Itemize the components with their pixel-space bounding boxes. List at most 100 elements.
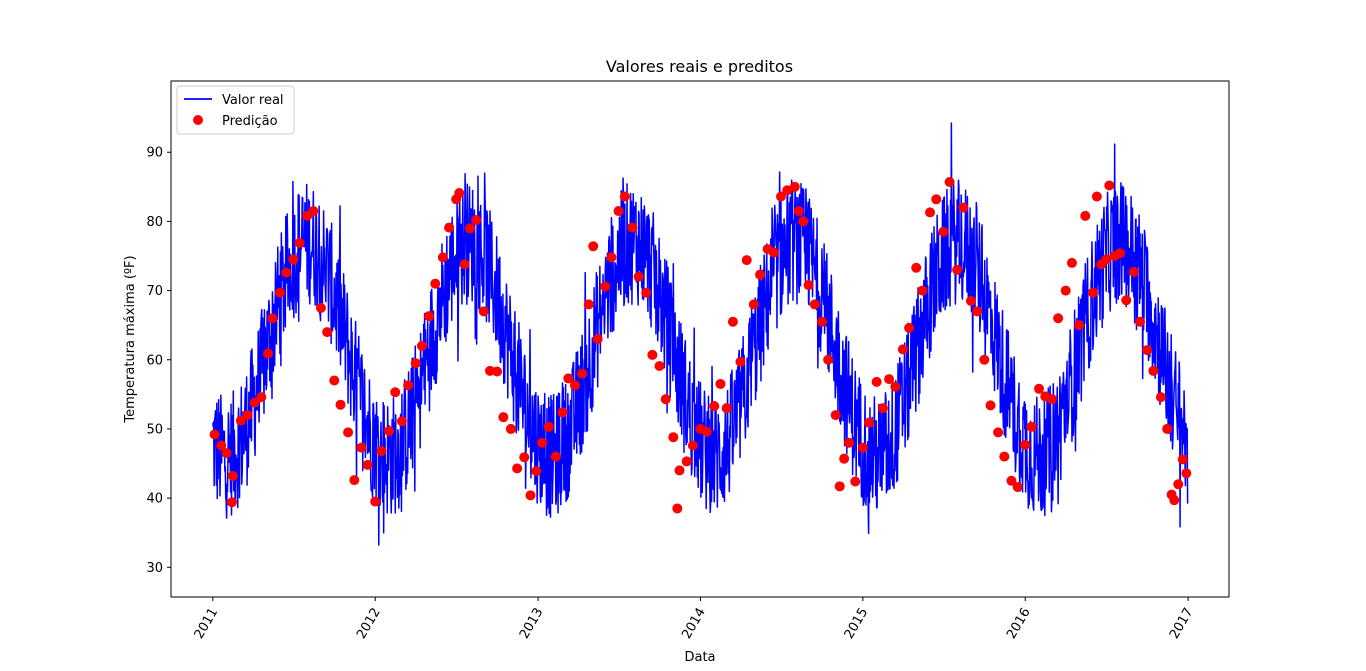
- y-tick-label: 70: [146, 284, 163, 299]
- prediction-point: [965, 295, 976, 306]
- prediction-point: [911, 262, 922, 273]
- prediction-point: [1006, 475, 1017, 486]
- prediction-point: [979, 354, 990, 365]
- y-tick-label: 60: [146, 353, 163, 368]
- prediction-point: [1128, 266, 1139, 277]
- prediction-point: [897, 344, 908, 355]
- prediction-point: [1155, 392, 1166, 403]
- prediction-point: [668, 432, 679, 443]
- prediction-point: [519, 452, 530, 463]
- prediction-point: [281, 267, 292, 278]
- prediction-point: [1162, 423, 1173, 434]
- prediction-point: [537, 437, 548, 448]
- prediction-point: [1080, 210, 1091, 221]
- prediction-point: [322, 327, 333, 338]
- prediction-point: [362, 459, 373, 470]
- prediction-point: [944, 176, 955, 187]
- prediction-point: [619, 191, 630, 202]
- series-pred-marker-group: [209, 176, 1192, 514]
- prediction-point: [550, 451, 561, 462]
- prediction-point: [275, 287, 285, 298]
- prediction-point: [789, 181, 800, 192]
- prediction-point: [1012, 482, 1023, 493]
- prediction-point: [633, 271, 644, 282]
- prediction-point: [958, 202, 969, 213]
- prediction-point: [531, 466, 542, 477]
- prediction-point: [343, 427, 354, 438]
- prediction-point: [672, 503, 683, 514]
- prediction-point: [654, 360, 665, 371]
- y-tick-label: 50: [146, 422, 163, 437]
- prediction-point: [376, 446, 387, 457]
- prediction-point: [315, 302, 326, 313]
- prediction-point: [839, 453, 850, 464]
- prediction-point: [884, 374, 895, 385]
- prediction-point: [627, 222, 638, 233]
- prediction-point: [1115, 248, 1125, 259]
- prediction-point: [985, 400, 996, 411]
- legend-real-label: Valor real: [222, 93, 284, 108]
- prediction-point: [1066, 257, 1077, 268]
- series-real-line-group: [212, 122, 1189, 546]
- prediction-point: [850, 476, 861, 487]
- prediction-point: [709, 401, 720, 412]
- legend-pred-label: Predição: [222, 114, 278, 129]
- prediction-point: [288, 254, 299, 265]
- prediction-point: [660, 394, 671, 405]
- prediction-point: [823, 354, 834, 365]
- prediction-point: [938, 226, 949, 237]
- prediction-point: [834, 481, 845, 492]
- prediction-point: [727, 316, 738, 327]
- prediction-point: [356, 442, 367, 453]
- prediction-point: [972, 306, 983, 317]
- prediction-point: [1046, 394, 1057, 405]
- prediction-point: [588, 241, 599, 252]
- prediction-point: [335, 399, 346, 410]
- prediction-point: [600, 281, 611, 292]
- prediction-point: [308, 206, 319, 217]
- prediction-point: [505, 423, 516, 434]
- prediction-point: [1091, 191, 1102, 202]
- prediction-point: [444, 222, 455, 233]
- prediction-point: [557, 407, 568, 418]
- prediction-point: [329, 375, 340, 386]
- prediction-point: [592, 334, 603, 344]
- prediction-point: [410, 358, 421, 369]
- prediction-point: [492, 366, 503, 377]
- prediction-point: [416, 340, 427, 351]
- prediction-point: [1135, 316, 1146, 327]
- prediction-point: [349, 475, 360, 486]
- prediction-point: [830, 410, 841, 421]
- prediction-point: [931, 194, 942, 205]
- prediction-point: [390, 387, 401, 398]
- prediction-point: [478, 306, 489, 317]
- prediction-point: [226, 497, 237, 508]
- legend-pred-swatch: [193, 115, 203, 125]
- legend: Valor real Predição: [176, 85, 295, 135]
- prediction-point: [816, 316, 827, 327]
- prediction-point: [952, 264, 963, 275]
- prediction-point: [681, 456, 692, 467]
- prediction-point: [993, 427, 1004, 438]
- prediction-point: [384, 425, 395, 436]
- y-tick-label: 30: [146, 561, 163, 576]
- prediction-point: [687, 440, 698, 451]
- prediction-point: [1142, 345, 1153, 356]
- prediction-point: [782, 185, 793, 196]
- prediction-point: [798, 216, 809, 227]
- legend-box: [176, 85, 295, 135]
- prediction-point: [396, 416, 407, 427]
- prediction-point: [1087, 287, 1098, 298]
- prediction-point: [1074, 320, 1085, 331]
- prediction-point: [249, 397, 260, 408]
- prediction-point: [755, 269, 766, 280]
- prediction-point: [864, 417, 875, 428]
- prediction-point: [583, 299, 594, 310]
- prediction-point: [569, 380, 580, 391]
- prediction-point: [1060, 285, 1071, 296]
- prediction-point: [1173, 479, 1184, 490]
- prediction-point: [857, 442, 868, 453]
- prediction-point: [1026, 421, 1037, 432]
- prediction-point: [999, 451, 1010, 462]
